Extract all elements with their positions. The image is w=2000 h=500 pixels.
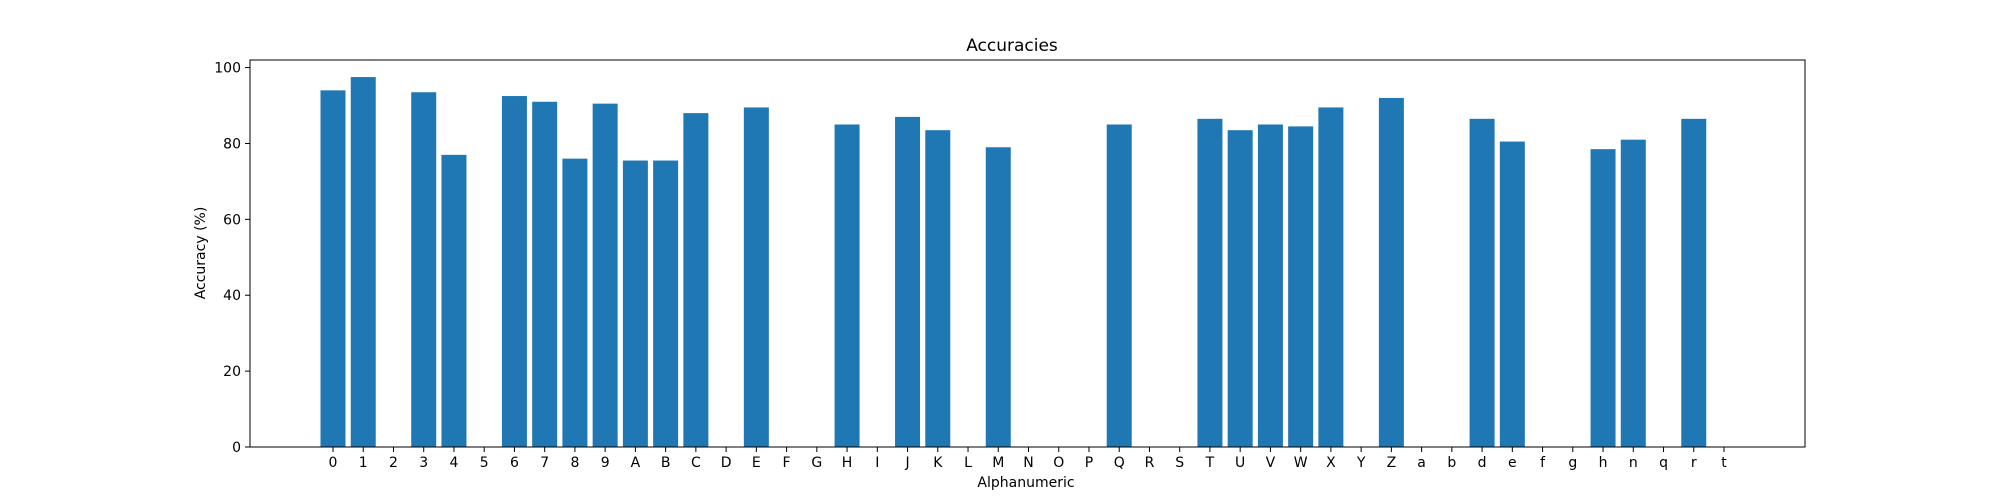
x-tick-label: G	[811, 455, 822, 471]
y-tick-label: 20	[223, 364, 241, 380]
bar-H	[834, 124, 860, 447]
x-tick-label: 3	[419, 455, 428, 471]
y-tick-label: 100	[214, 61, 241, 77]
x-tick-label: q	[1659, 455, 1668, 471]
x-tick-label: A	[631, 455, 641, 471]
x-tick-label: e	[1508, 455, 1517, 471]
bar-K	[925, 130, 951, 447]
y-tick-label: 0	[232, 440, 241, 456]
bar-Z	[1378, 97, 1404, 447]
x-tick-label: 5	[480, 455, 489, 471]
x-tick-label: E	[752, 455, 761, 471]
bar-3	[411, 92, 437, 447]
x-tick-label: B	[661, 455, 671, 471]
bar-W	[1288, 126, 1314, 448]
x-tick-label: h	[1599, 455, 1608, 471]
x-tick-label: Q	[1114, 455, 1125, 471]
x-tick-label: Z	[1387, 455, 1397, 471]
x-tick-label: d	[1478, 455, 1487, 471]
bar-n	[1620, 139, 1646, 447]
x-tick-label: F	[783, 455, 791, 471]
y-axis-label: Accuracy (%)	[193, 207, 209, 300]
x-tick-label: J	[904, 455, 909, 471]
x-tick-label: M	[992, 455, 1004, 471]
bar-J	[895, 116, 921, 447]
y-tick-label: 80	[223, 136, 241, 152]
chart-title: Accuracies	[966, 36, 1058, 56]
x-tick-label: H	[842, 455, 853, 471]
x-tick-label: 9	[601, 455, 610, 471]
bar-X	[1318, 107, 1344, 448]
bar-9	[592, 103, 618, 447]
bar-A	[622, 160, 648, 448]
bar-0	[320, 90, 346, 447]
x-tick-label: 2	[389, 455, 398, 471]
x-tick-label: T	[1205, 455, 1215, 471]
x-tick-label: K	[933, 455, 943, 471]
x-tick-label: U	[1235, 455, 1245, 471]
x-tick-label: 0	[329, 455, 338, 471]
bar-E	[743, 107, 769, 448]
x-tick-label: r	[1691, 455, 1697, 471]
x-axis-label: Alphanumeric	[977, 475, 1074, 491]
x-tick-label: D	[721, 455, 732, 471]
x-tick-label: b	[1447, 455, 1456, 471]
bar-8	[562, 158, 588, 447]
y-tick-label: 60	[223, 212, 241, 228]
bar-T	[1197, 118, 1223, 447]
x-tick-label: 1	[359, 455, 368, 471]
x-tick-label: W	[1294, 455, 1308, 471]
x-tick-label: 6	[510, 455, 519, 471]
bars-layer	[320, 77, 1707, 448]
bar-U	[1227, 130, 1253, 447]
bar-e	[1499, 141, 1525, 447]
x-tick-label: f	[1540, 455, 1546, 471]
bar-d	[1469, 118, 1495, 447]
x-tick-label: R	[1145, 455, 1155, 471]
bar-B	[653, 160, 679, 448]
x-tick-label: 4	[449, 455, 458, 471]
y-axis: 0 20 40 60 80 100	[214, 61, 250, 456]
x-tick-label: L	[964, 455, 972, 471]
bar-M	[985, 147, 1011, 447]
x-tick-label: Y	[1356, 455, 1366, 471]
bar-4	[441, 154, 467, 447]
bar-7	[532, 101, 558, 448]
bar-6	[501, 96, 527, 447]
x-tick-label: 8	[570, 455, 579, 471]
plot-frame	[249, 59, 1806, 448]
x-tick-label: P	[1085, 455, 1093, 471]
x-tick-label: n	[1629, 455, 1638, 471]
x-tick-label: S	[1175, 455, 1184, 471]
x-tick-label: t	[1721, 455, 1727, 471]
x-tick-label: a	[1417, 455, 1426, 471]
x-tick-label: C	[691, 455, 701, 471]
y-tick-label: 40	[223, 288, 241, 304]
x-tick-label: V	[1266, 455, 1276, 471]
x-tick-label: N	[1023, 455, 1033, 471]
x-tick-label: 7	[540, 455, 549, 471]
bar-V	[1257, 124, 1283, 447]
x-tick-label: g	[1568, 455, 1577, 471]
bar-Q	[1106, 124, 1132, 447]
x-tick-label: I	[875, 455, 879, 471]
bar-1	[350, 77, 376, 447]
bar-h	[1590, 149, 1616, 447]
x-tick-label: O	[1053, 455, 1064, 471]
bar-C	[683, 113, 709, 448]
bar-r	[1681, 118, 1707, 447]
x-tick-label: X	[1326, 455, 1336, 471]
